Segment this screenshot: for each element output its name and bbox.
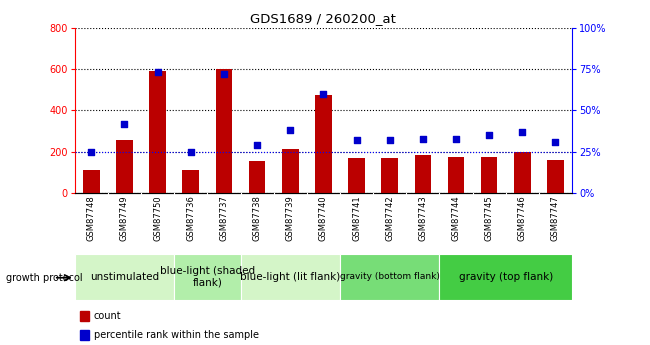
Text: blue-light (shaded
flank): blue-light (shaded flank) <box>160 266 255 288</box>
Bar <box>514 152 530 193</box>
Bar <box>80 311 88 322</box>
Text: GSM87750: GSM87750 <box>153 195 162 240</box>
Text: GSM87737: GSM87737 <box>220 195 228 241</box>
Point <box>152 70 162 75</box>
Bar <box>481 157 497 193</box>
Text: GSM87736: GSM87736 <box>187 195 195 241</box>
Text: GSM87745: GSM87745 <box>485 195 493 240</box>
Point <box>517 129 528 135</box>
Point <box>285 128 295 133</box>
Bar <box>448 157 464 193</box>
Point <box>318 91 328 97</box>
Text: count: count <box>94 311 122 321</box>
Bar <box>282 149 298 193</box>
Bar <box>340 254 439 300</box>
Bar <box>216 69 232 193</box>
Text: GSM87739: GSM87739 <box>286 195 294 241</box>
Text: GSM87741: GSM87741 <box>352 195 361 240</box>
Bar <box>439 254 572 300</box>
Bar <box>174 254 240 300</box>
Point <box>351 137 361 143</box>
Bar <box>415 155 431 193</box>
Bar <box>240 254 340 300</box>
Point <box>120 121 130 126</box>
Bar <box>315 95 332 193</box>
Text: percentile rank within the sample: percentile rank within the sample <box>94 330 259 340</box>
Text: gravity (top flank): gravity (top flank) <box>459 272 552 282</box>
Text: GSM87744: GSM87744 <box>452 195 460 240</box>
Point <box>484 132 494 138</box>
Text: blue-light (lit flank): blue-light (lit flank) <box>240 272 341 282</box>
Point <box>450 136 461 141</box>
Text: GSM87748: GSM87748 <box>87 195 96 241</box>
Text: GSM87742: GSM87742 <box>385 195 394 240</box>
Point <box>550 139 560 145</box>
Bar <box>80 330 88 341</box>
Bar <box>83 170 99 193</box>
Point <box>186 149 196 155</box>
Point <box>218 71 229 77</box>
Text: GSM87738: GSM87738 <box>253 195 261 241</box>
Bar <box>382 158 398 193</box>
Point <box>252 142 262 148</box>
Text: unstimulated: unstimulated <box>90 272 159 282</box>
Bar <box>249 161 265 193</box>
Bar <box>183 170 199 193</box>
Title: GDS1689 / 260200_at: GDS1689 / 260200_at <box>250 12 396 25</box>
Text: gravity (bottom flank): gravity (bottom flank) <box>340 272 439 282</box>
Text: GSM87747: GSM87747 <box>551 195 560 241</box>
Bar <box>75 254 174 300</box>
Bar <box>116 140 133 193</box>
Point <box>86 149 97 155</box>
Text: GSM87743: GSM87743 <box>419 195 427 241</box>
Text: growth protocol: growth protocol <box>6 273 83 283</box>
Text: GSM87746: GSM87746 <box>518 195 527 241</box>
Point <box>417 136 428 141</box>
Text: GSM87740: GSM87740 <box>319 195 328 240</box>
Bar <box>547 160 564 193</box>
Bar <box>348 158 365 193</box>
Point <box>384 137 395 143</box>
Text: GSM87749: GSM87749 <box>120 195 129 240</box>
Bar <box>150 71 166 193</box>
